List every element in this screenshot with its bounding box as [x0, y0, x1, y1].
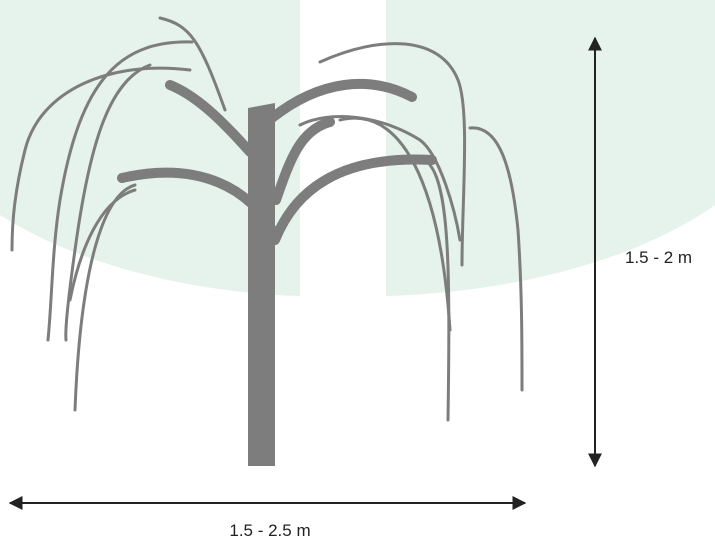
diagram: 1.5 - 2 m 1.5 - 2.5 m [0, 0, 715, 542]
width-label: 1.5 - 2.5 m [229, 521, 310, 540]
height-label: 1.5 - 2 m [625, 248, 692, 267]
background-logo [0, 0, 715, 296]
